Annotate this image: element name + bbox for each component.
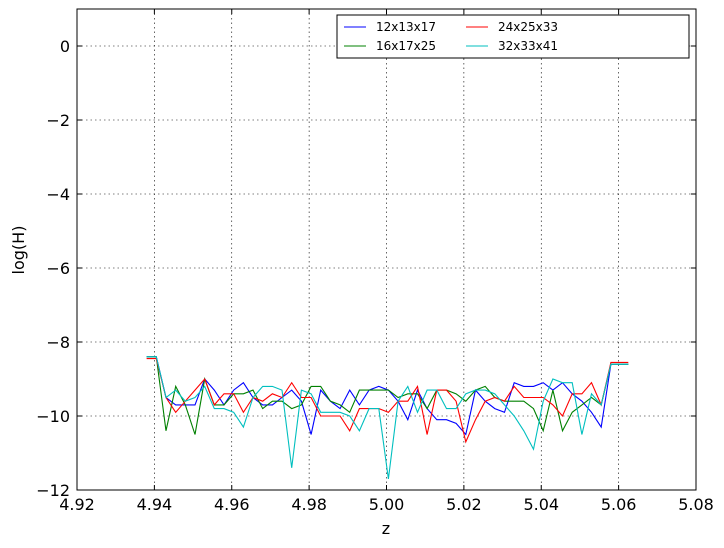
x-tick-label: 4.94	[137, 495, 173, 514]
x-tick-label: 5.08	[678, 495, 714, 514]
legend-entry-label: 32x33x41	[498, 39, 558, 53]
x-tick-label: 4.96	[214, 495, 250, 514]
axis-ticks: 4.92 4.94 4.96 4.98 5.00 5.02 5.04 5.06 5.08 0 −2 −…	[36, 9, 714, 514]
y-tick-label: −8	[46, 333, 70, 352]
x-tick-label: 5.00	[369, 495, 405, 514]
y-tick-label: 0	[60, 37, 70, 56]
x-axis-label: z	[382, 519, 390, 538]
x-tick-label: 5.06	[601, 495, 637, 514]
x-tick-label: 4.92	[59, 495, 95, 514]
legend: 12x13x17 16x17x25 24x25x33 32x33x41	[336, 14, 690, 59]
y-tick-label: −12	[36, 481, 70, 500]
y-axis-label: log(H)	[9, 226, 28, 275]
y-tick-label: −10	[36, 407, 70, 426]
x-tick-label: 5.02	[446, 495, 482, 514]
legend-box	[336, 14, 690, 59]
legend-entry-label: 12x13x17	[376, 20, 436, 34]
x-tick-label: 4.98	[291, 495, 327, 514]
data-series	[146, 356, 629, 479]
y-tick-label: −2	[46, 111, 70, 130]
legend-entry-label: 16x17x25	[376, 39, 436, 53]
x-tick-label: 5.04	[523, 495, 559, 514]
series-line-24x25x33	[146, 358, 629, 444]
legend-entry-label: 24x25x33	[498, 20, 558, 34]
series-line-32x33x41	[146, 356, 629, 479]
y-tick-label: −6	[46, 259, 70, 278]
y-tick-label: −4	[46, 185, 70, 204]
series-line-16x17x25	[146, 356, 629, 435]
